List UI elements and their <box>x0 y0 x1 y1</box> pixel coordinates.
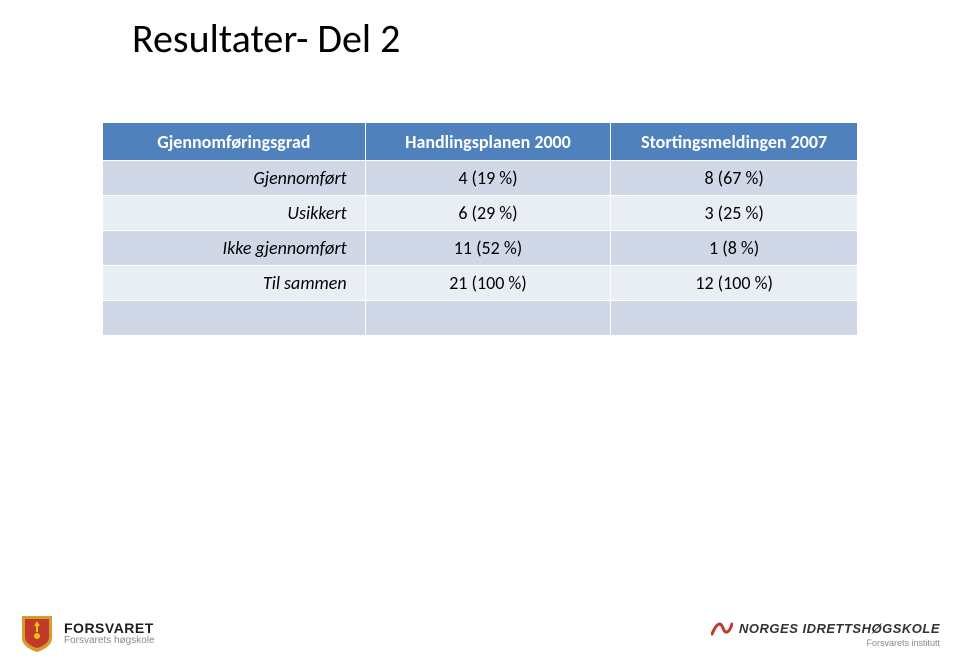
row-label: Gjennomført <box>103 161 366 196</box>
forsvaret-word: FORSVARET <box>64 621 155 636</box>
table-cell: 1 (8 %) <box>611 231 858 266</box>
col-header-2007: Stortingsmeldingen 2007 <box>611 123 858 161</box>
table-header-row: Gjennomføringsgrad Handlingsplanen 2000 … <box>103 123 858 161</box>
row-label <box>103 301 366 336</box>
table-cell: 8 (67 %) <box>611 161 858 196</box>
nih-subtitle: Forsvarets institutt <box>711 638 940 648</box>
forsvaret-emblem-icon <box>20 614 54 654</box>
page-title: Resultater- Del 2 <box>132 14 400 63</box>
footer-right-logo: NORGES IDRETTSHØGSKOLE Forsvarets instit… <box>711 620 940 648</box>
nih-mark-icon <box>711 620 733 636</box>
nih-word: NORGES IDRETTSHØGSKOLE <box>739 621 940 636</box>
table-cell: 4 (19 %) <box>365 161 611 196</box>
row-label: Usikkert <box>103 196 366 231</box>
forsvaret-text-block: FORSVARET Forsvarets høgskole <box>64 621 155 646</box>
table-cell: 21 (100 %) <box>365 266 611 301</box>
table-cell <box>365 301 611 336</box>
row-label: Til sammen <box>103 266 366 301</box>
table-cell <box>611 301 858 336</box>
results-table-container: Gjennomføringsgrad Handlingsplanen 2000 … <box>102 122 858 336</box>
table-cell: 12 (100 %) <box>611 266 858 301</box>
table-row: Gjennomført 4 (19 %) 8 (67 %) <box>103 161 858 196</box>
col-header-plan2000: Handlingsplanen 2000 <box>365 123 611 161</box>
row-label: Ikke gjennomført <box>103 231 366 266</box>
forsvaret-subtitle: Forsvarets høgskole <box>64 636 155 647</box>
results-table: Gjennomføringsgrad Handlingsplanen 2000 … <box>102 122 858 336</box>
table-row: Ikke gjennomført 11 (52 %) 1 (8 %) <box>103 231 858 266</box>
nih-text-block: NORGES IDRETTSHØGSKOLE Forsvarets instit… <box>711 620 940 648</box>
table-row: Usikkert 6 (29 %) 3 (25 %) <box>103 196 858 231</box>
slide-footer: FORSVARET Forsvarets høgskole NORGES IDR… <box>0 604 960 660</box>
table-cell: 11 (52 %) <box>365 231 611 266</box>
table-cell: 3 (25 %) <box>611 196 858 231</box>
table-row: Til sammen 21 (100 %) 12 (100 %) <box>103 266 858 301</box>
table-cell: 6 (29 %) <box>365 196 611 231</box>
col-header-grade: Gjennomføringsgrad <box>103 123 366 161</box>
table-row <box>103 301 858 336</box>
footer-left-logo: FORSVARET Forsvarets høgskole <box>20 614 155 654</box>
